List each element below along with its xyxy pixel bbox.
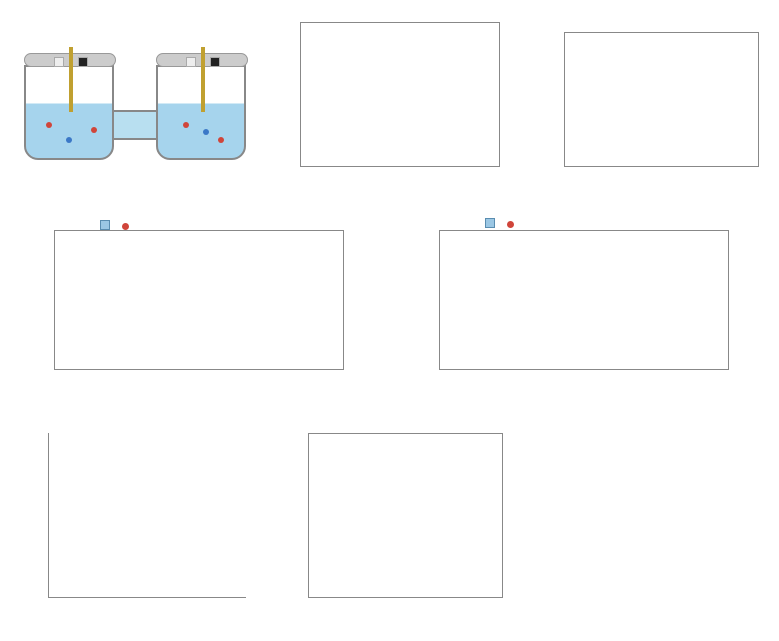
anode-beaker: [24, 65, 114, 160]
panel-b-chart: [300, 22, 500, 167]
d-legend: [100, 220, 138, 233]
e-legend: [485, 218, 523, 231]
panel-c-chart: [564, 32, 759, 167]
panel-g-chart: [308, 433, 503, 598]
panel-f-chart: [48, 433, 246, 598]
salt-bridge: [114, 110, 156, 140]
panel-h-chart: [534, 425, 762, 620]
cathode-beaker: [156, 65, 246, 160]
panel-e-chart: [439, 230, 729, 370]
panel-d-chart: [54, 230, 344, 370]
